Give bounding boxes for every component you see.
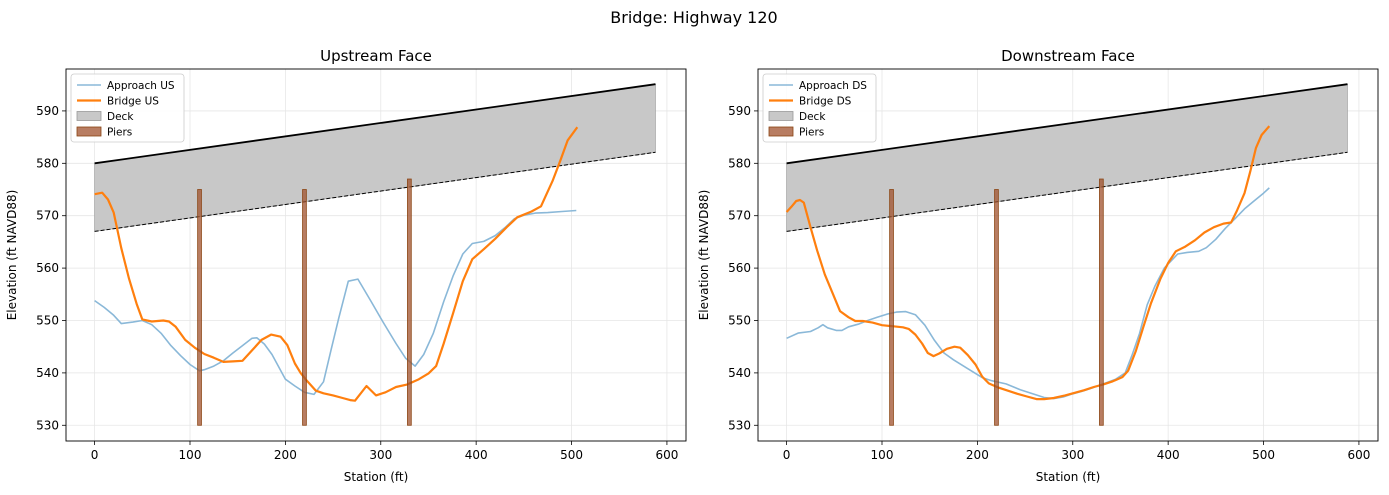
upstream-legend: Approach US Bridge US Deck Piers: [70, 73, 185, 143]
upstream-title: Upstream Face: [320, 47, 432, 65]
upstream-xtick-label-300: 300: [369, 448, 392, 462]
downstream-xtick-label-100: 100: [871, 448, 894, 462]
upstream-ytick-label-560: 560: [36, 261, 59, 275]
upstream-xtick-label-200: 200: [274, 448, 297, 462]
downstream-xtick-label-600: 600: [1347, 448, 1370, 462]
downstream-ytick-label-540: 540: [728, 366, 751, 380]
upstream-pier-2: [302, 189, 307, 426]
upstream-legend-swatch-deck: [76, 111, 102, 121]
figure-title: Bridge: Highway 120: [610, 8, 777, 27]
downstream-xlabel: Station (ft): [1036, 470, 1101, 484]
downstream-pier-2: [994, 189, 999, 426]
upstream-bridge-line: [94, 126, 579, 402]
upstream-panel: 0 100 200 300 400 500 600 530 540 550 560 570 580 590…: [5, 47, 687, 484]
downstream-bridge-line: [785, 125, 1271, 401]
upstream-xtick-label-100: 100: [179, 448, 202, 462]
downstream-ytick-label-580: 580: [728, 156, 751, 170]
downstream-xtick-label-0: 0: [783, 448, 791, 462]
downstream-legend-label-deck: Deck: [799, 111, 826, 123]
downstream-ytick-label-530: 530: [728, 418, 751, 432]
upstream-ylabel: Elevation (ft NAVD88): [5, 190, 19, 321]
downstream-panel: 0 100 200 300 400 500 600 530 540 550 560 570 580 590…: [697, 47, 1379, 484]
panels: 0 100 200 300 400 500 600 530 540 550 560 570 580 590…: [5, 47, 1379, 484]
upstream-xtick-label-600: 600: [655, 448, 678, 462]
upstream-legend-label-piers: Piers: [107, 127, 132, 139]
downstream-legend: Approach DS Bridge DS Deck Piers: [762, 73, 877, 143]
upstream-pier-1: [197, 189, 202, 426]
upstream-ytick-label-570: 570: [36, 209, 59, 223]
downstream-legend-box: [762, 73, 877, 143]
downstream-xtick-label-200: 200: [966, 448, 989, 462]
downstream-pier-3: [1099, 178, 1104, 426]
downstream-legend-label-bridge-ds: Bridge DS: [799, 96, 852, 108]
downstream-axes-frame: [757, 68, 1379, 442]
downstream-ylabel: Elevation (ft NAVD88): [697, 190, 711, 321]
downstream-xtick-label-400: 400: [1157, 448, 1180, 462]
downstream-title: Downstream Face: [1001, 47, 1135, 65]
upstream-legend-label-approach-us: Approach US: [107, 80, 175, 92]
downstream-deck-top-line: [786, 83, 1348, 165]
upstream-legend-box: [70, 73, 185, 143]
downstream-xtick-label-300: 300: [1061, 448, 1084, 462]
upstream-ytick-label-550: 550: [36, 313, 59, 327]
downstream-legend-label-piers: Piers: [799, 127, 824, 139]
downstream-pier-1: [889, 189, 894, 426]
upstream-ytick-label-580: 580: [36, 156, 59, 170]
upstream-ytick-label-530: 530: [36, 418, 59, 432]
downstream-ytick-label-570: 570: [728, 209, 751, 223]
upstream-legend-label-deck: Deck: [107, 111, 134, 123]
upstream-deck-low-chord: [94, 151, 656, 232]
downstream-legend-swatch-deck: [768, 111, 794, 121]
downstream-xtick-label-500: 500: [1252, 448, 1275, 462]
downstream-ytick-label-550: 550: [728, 313, 751, 327]
upstream-deck-top-line: [94, 83, 656, 165]
downstream-ytick-label-560: 560: [728, 261, 751, 275]
upstream-xtick-label-0: 0: [91, 448, 99, 462]
upstream-xlabel: Station (ft): [344, 470, 409, 484]
downstream-legend-label-approach-ds: Approach DS: [799, 80, 867, 92]
upstream-pier-3: [407, 178, 412, 426]
upstream-legend-swatch-piers: [76, 126, 102, 137]
upstream-xtick-label-500: 500: [560, 448, 583, 462]
upstream-xtick-label-400: 400: [465, 448, 488, 462]
upstream-legend-label-bridge-us: Bridge US: [107, 96, 159, 108]
downstream-ytick-label-590: 590: [728, 104, 751, 118]
upstream-approach-line: [94, 209, 577, 396]
downstream-approach-line: [786, 187, 1270, 400]
downstream-legend-swatch-piers: [768, 126, 794, 137]
upstream-ytick-label-540: 540: [36, 366, 59, 380]
downstream-deck-low-chord: [786, 151, 1348, 232]
upstream-ytick-label-590: 590: [36, 104, 59, 118]
upstream-axes-frame: [65, 68, 687, 442]
